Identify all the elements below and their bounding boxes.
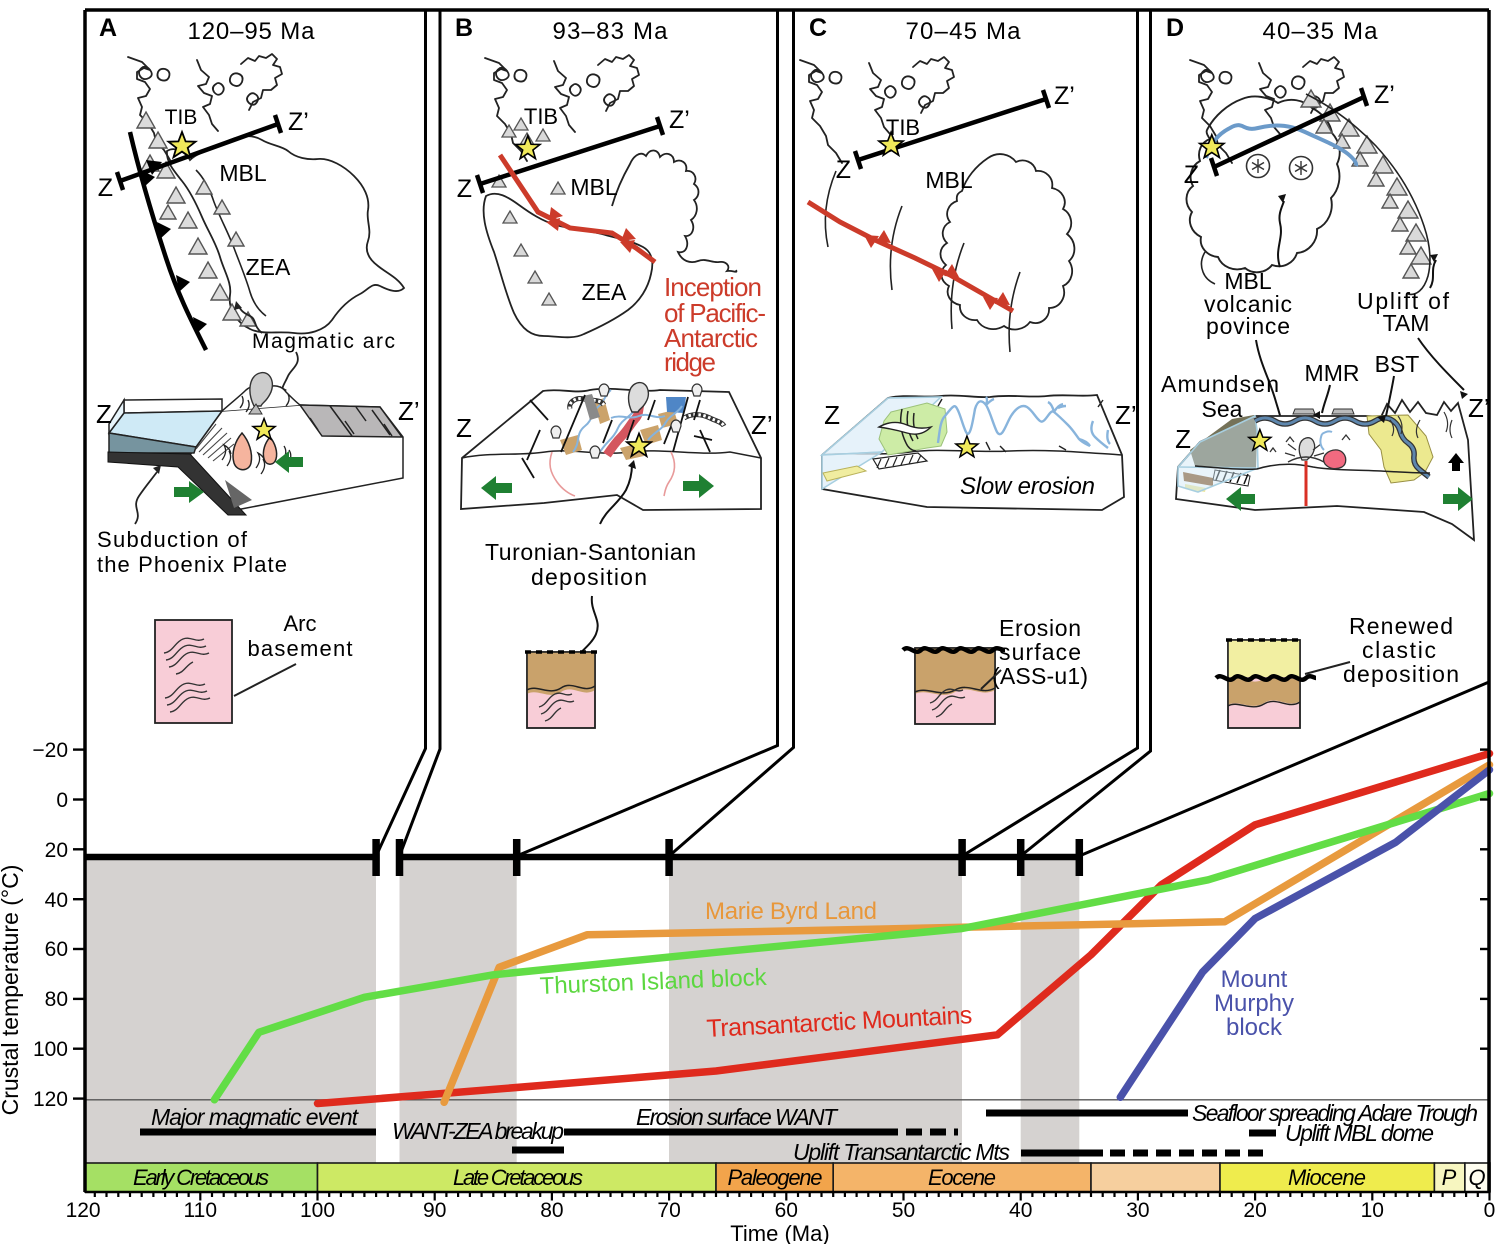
svg-text:Z’: Z’ [669,106,690,134]
svg-text:Crustal temperature (°C): Crustal temperature (°C) [0,865,23,1116]
svg-text:Z’: Z’ [1054,82,1075,110]
svg-text:Arc: Arc [284,611,317,636]
svg-text:Z: Z [1175,424,1191,454]
svg-text:50: 50 [892,1199,915,1222]
svg-text:Z’: Z’ [1468,393,1490,423]
svg-text:Magmatic arc: Magmatic arc [252,330,395,353]
svg-text:Sea: Sea [1202,396,1243,422]
svg-text:Erosion surface WANT: Erosion surface WANT [636,1104,839,1130]
svg-text:TIB: TIB [524,104,558,129]
svg-text:TAM: TAM [1383,310,1430,336]
svg-text:D: D [1166,14,1184,42]
svg-text:B: B [455,14,473,42]
svg-text:30: 30 [1126,1199,1149,1222]
svg-text:Z’: Z’ [398,396,420,426]
svg-text:Antarctic: Antarctic [664,323,758,353]
svg-text:60: 60 [775,1199,798,1222]
svg-text:surface: surface [999,639,1081,665]
svg-text:Z: Z [456,413,472,443]
svg-text:Uplift of: Uplift of [1357,288,1450,314]
svg-text:clastic: clastic [1362,637,1436,663]
svg-text:Slow erosion: Slow erosion [960,473,1095,500]
svg-text:MBL: MBL [570,174,618,200]
svg-text:40–35 Ma: 40–35 Ma [1263,18,1379,45]
svg-text:90: 90 [423,1199,446,1222]
svg-text:Murphy: Murphy [1214,990,1294,1017]
svg-text:70–45 Ma: 70–45 Ma [906,18,1022,45]
svg-text:Seafloor spreading Adare Troug: Seafloor spreading Adare Trough [1192,1100,1478,1126]
svg-text:MBL: MBL [925,167,973,193]
svg-text:Z’: Z’ [1374,81,1395,109]
svg-text:Z’: Z’ [751,410,773,440]
svg-text:70: 70 [657,1199,680,1222]
svg-text:TIB: TIB [165,106,198,129]
svg-text:80: 80 [540,1199,563,1222]
svg-text:P: P [1442,1165,1457,1190]
svg-text:TIB: TIB [886,115,920,140]
svg-text:93–83 Ma: 93–83 Ma [553,18,669,45]
svg-text:20: 20 [45,839,68,862]
svg-text:ridge: ridge [664,347,716,377]
svg-text:MBL: MBL [1224,268,1272,294]
svg-text:Eocene: Eocene [928,1165,996,1190]
svg-text:Mount: Mount [1221,966,1288,993]
svg-text:Late Cretaceous: Late Cretaceous [453,1165,583,1190]
svg-text:−20: −20 [32,739,68,762]
svg-text:deposition: deposition [1343,661,1459,687]
svg-text:Z’: Z’ [288,108,309,136]
svg-text:Major magmatic event: Major magmatic event [151,1104,360,1130]
svg-text:volcanic: volcanic [1204,291,1292,317]
svg-text:Uplift Transantarctic Mts: Uplift Transantarctic Mts [793,1139,1011,1165]
svg-text:Z: Z [1184,161,1199,189]
svg-text:110: 110 [184,1199,217,1222]
svg-text:Turonian-Santonian: Turonian-Santonian [485,539,696,565]
svg-text:Z: Z [836,156,851,184]
svg-text:Renewed: Renewed [1349,613,1453,639]
svg-text:120: 120 [66,1199,101,1222]
svg-text:40: 40 [1009,1199,1032,1222]
svg-text:(ASS-u1): (ASS-u1) [992,663,1088,689]
svg-text:80: 80 [45,988,68,1011]
svg-text:C: C [809,14,827,42]
svg-text:Inception: Inception [664,272,762,302]
svg-text:Z’: Z’ [1115,400,1137,430]
svg-text:10: 10 [1361,1199,1384,1222]
svg-text:deposition: deposition [531,564,647,590]
svg-text:Q: Q [1468,1165,1485,1190]
svg-text:40: 40 [45,889,68,912]
svg-text:povince: povince [1206,313,1290,339]
svg-text:Early Cretaceous: Early Cretaceous [133,1165,269,1190]
svg-text:A: A [99,14,117,42]
svg-text:of Pacific-: of Pacific- [664,298,766,328]
svg-text:Z: Z [96,399,112,429]
svg-text:Paleogene: Paleogene [728,1165,823,1190]
svg-text:0: 0 [1484,1199,1496,1222]
svg-text:Uplift MBL dome: Uplift MBL dome [1285,1120,1434,1146]
svg-text:basement: basement [248,636,353,661]
svg-text:Z: Z [824,400,840,430]
svg-text:Miocene: Miocene [1288,1165,1366,1190]
svg-text:Subduction of: Subduction of [97,527,248,552]
svg-text:100: 100 [33,1038,68,1061]
svg-text:100: 100 [300,1199,335,1222]
svg-text:Erosion: Erosion [999,615,1081,641]
svg-text:Z: Z [98,174,113,202]
svg-text:Amundsen: Amundsen [1161,371,1279,397]
svg-text:60: 60 [45,938,68,961]
svg-text:120: 120 [33,1088,68,1111]
svg-text:MMR: MMR [1305,360,1360,386]
svg-text:ZEA: ZEA [246,254,291,280]
svg-text:0: 0 [56,789,68,812]
svg-text:Time (Ma): Time (Ma) [730,1221,829,1244]
svg-text:the Phoenix Plate: the Phoenix Plate [97,552,287,577]
svg-text:ZEA: ZEA [582,279,627,305]
svg-text:MBL: MBL [219,160,267,186]
svg-text:Z: Z [457,175,472,203]
svg-text:block: block [1226,1014,1283,1041]
svg-text:Marie Byrd Land: Marie Byrd Land [705,898,877,925]
svg-text:20: 20 [1243,1199,1266,1222]
svg-text:120–95 Ma: 120–95 Ma [188,18,316,45]
svg-text:BST: BST [1375,351,1420,377]
svg-text:WANT-ZEA breakup: WANT-ZEA breakup [392,1118,564,1144]
